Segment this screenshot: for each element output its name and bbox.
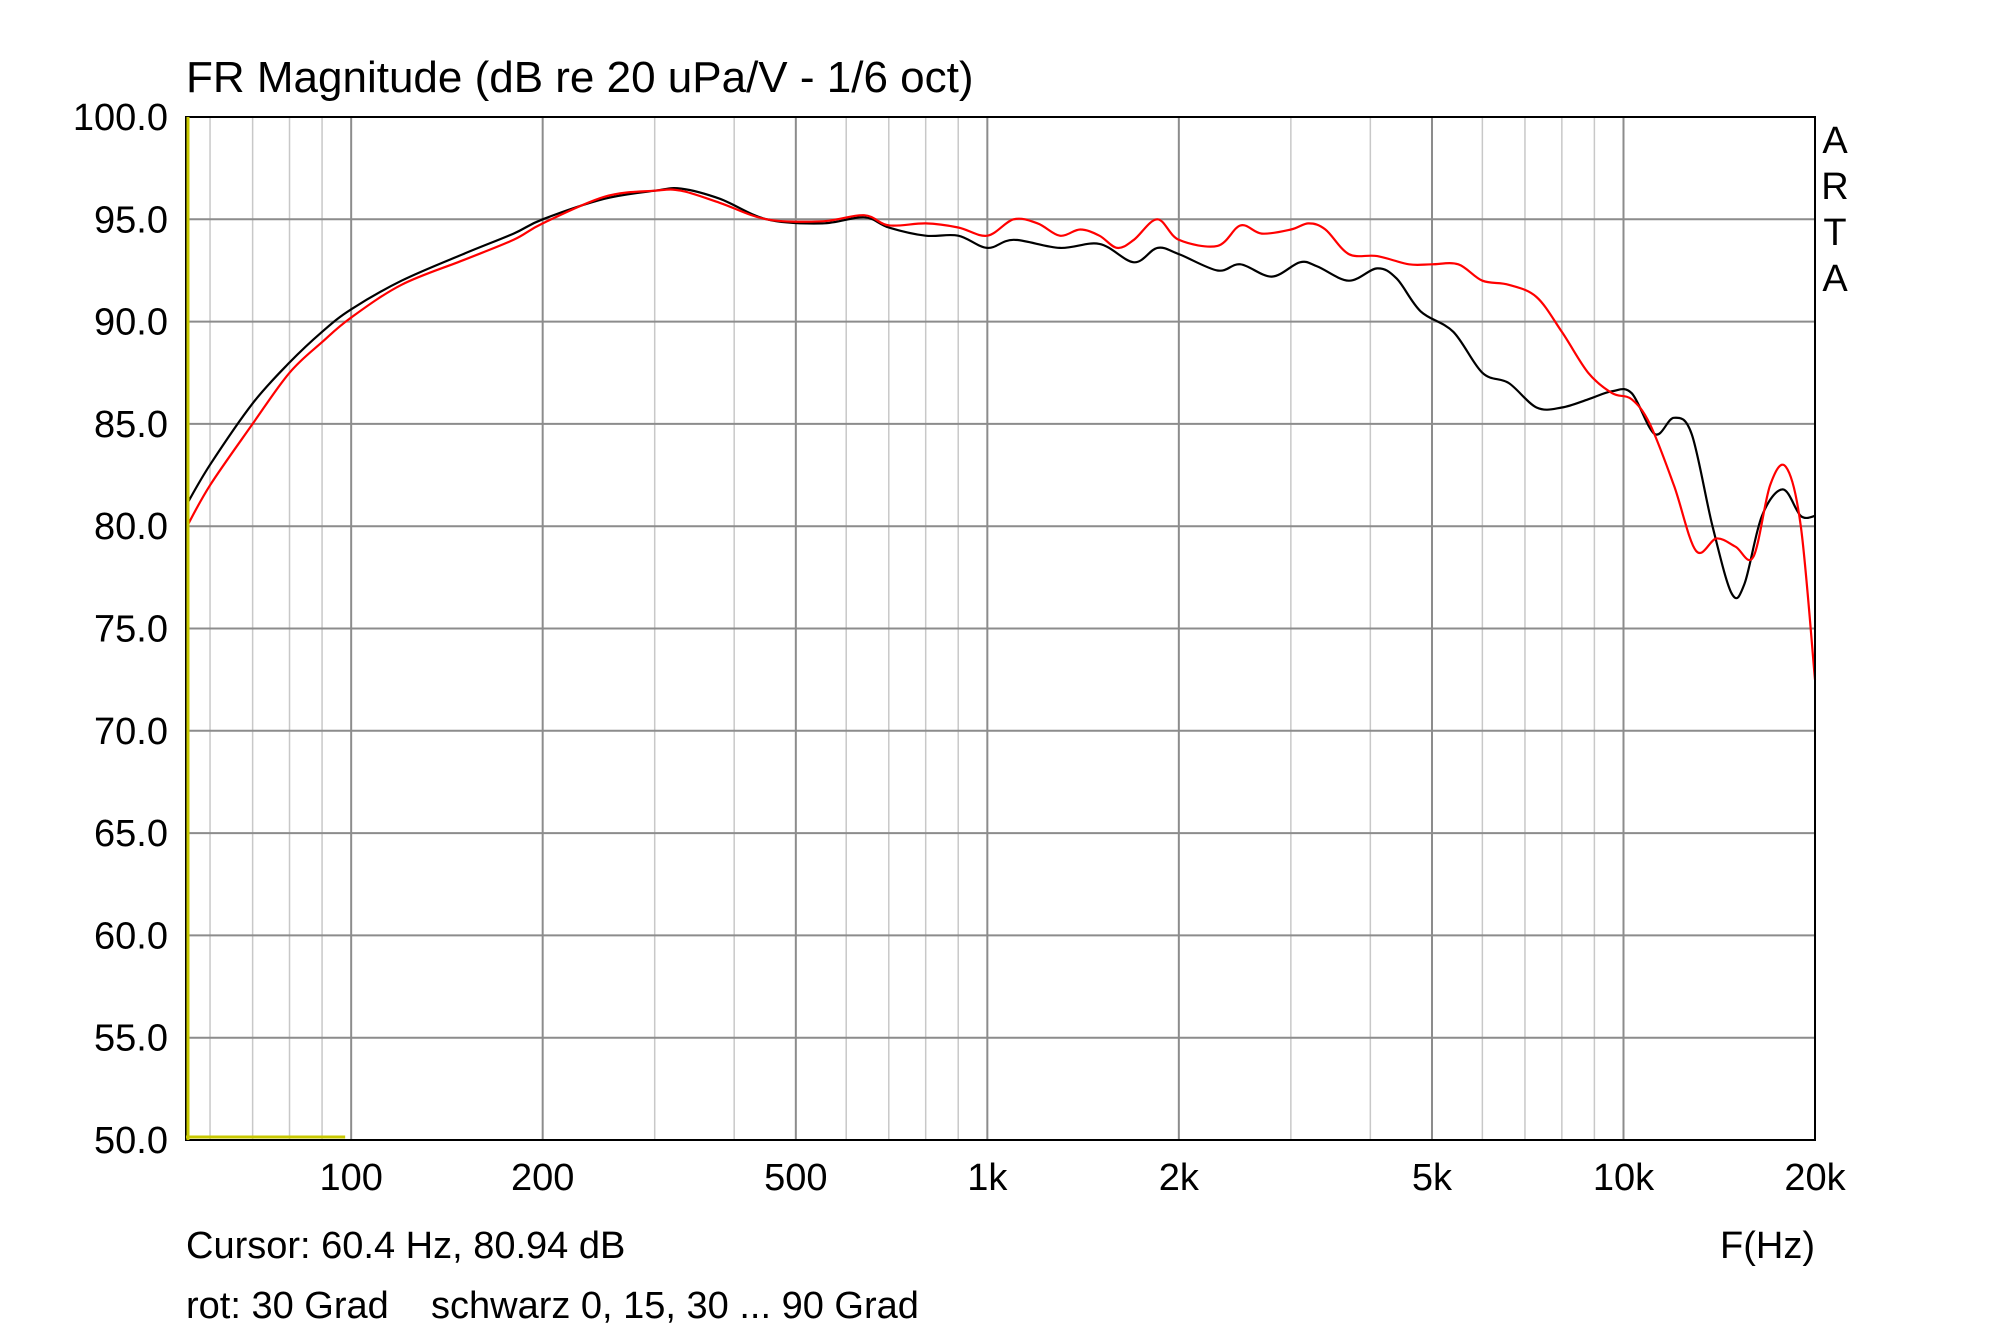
x-tick-label: 10k xyxy=(1593,1157,1655,1199)
x-tick-label: 2k xyxy=(1159,1157,1200,1199)
y-tick-label: 100.0 xyxy=(73,97,168,139)
y-tick-label: 90.0 xyxy=(94,302,168,344)
tick-labels: 100.0 95.0 90.0 85.0 80.0 75.0 70.0 65.0 60.0 55.… xyxy=(73,97,1847,1199)
legend-note: rot: 30 Grad schwarz 0, 15, 30 ... 90 Gr… xyxy=(186,1285,919,1327)
brand-letter: A xyxy=(1822,258,1848,300)
chart-title: FR Magnitude (dB re 20 uPa/V - 1/6 oct) xyxy=(186,53,974,102)
y-tick-label: 75.0 xyxy=(94,609,168,651)
series-line-red xyxy=(185,188,1817,680)
brand-letter: A xyxy=(1822,120,1848,162)
series-line-black xyxy=(185,186,1816,600)
brand-letter: T xyxy=(1823,212,1846,254)
plot-frame xyxy=(185,116,1816,1141)
x-tick-label: 100 xyxy=(319,1157,382,1199)
x-axis-label: F(Hz) xyxy=(1720,1225,1815,1267)
y-tick-label: 50.0 xyxy=(94,1120,168,1162)
y-tick-label: 95.0 xyxy=(94,199,168,241)
y-tick-label: 80.0 xyxy=(94,506,168,548)
grid xyxy=(186,116,1816,1141)
y-tick-label: 65.0 xyxy=(94,813,168,855)
brand-letter: R xyxy=(1821,166,1848,208)
cursor-readout: Cursor: 60.4 Hz, 80.94 dB xyxy=(186,1225,625,1267)
x-tick-label: 200 xyxy=(511,1157,574,1199)
x-tick-label: 1k xyxy=(967,1157,1008,1199)
y-tick-label: 55.0 xyxy=(94,1018,168,1060)
y-tick-label: 70.0 xyxy=(94,711,168,753)
y-tick-label: 85.0 xyxy=(94,404,168,446)
x-tick-label: 20k xyxy=(1784,1157,1846,1199)
x-tick-label: 500 xyxy=(764,1157,827,1199)
series-group xyxy=(185,186,1817,680)
x-tick-label: 5k xyxy=(1412,1157,1453,1199)
y-tick-label: 60.0 xyxy=(94,915,168,957)
